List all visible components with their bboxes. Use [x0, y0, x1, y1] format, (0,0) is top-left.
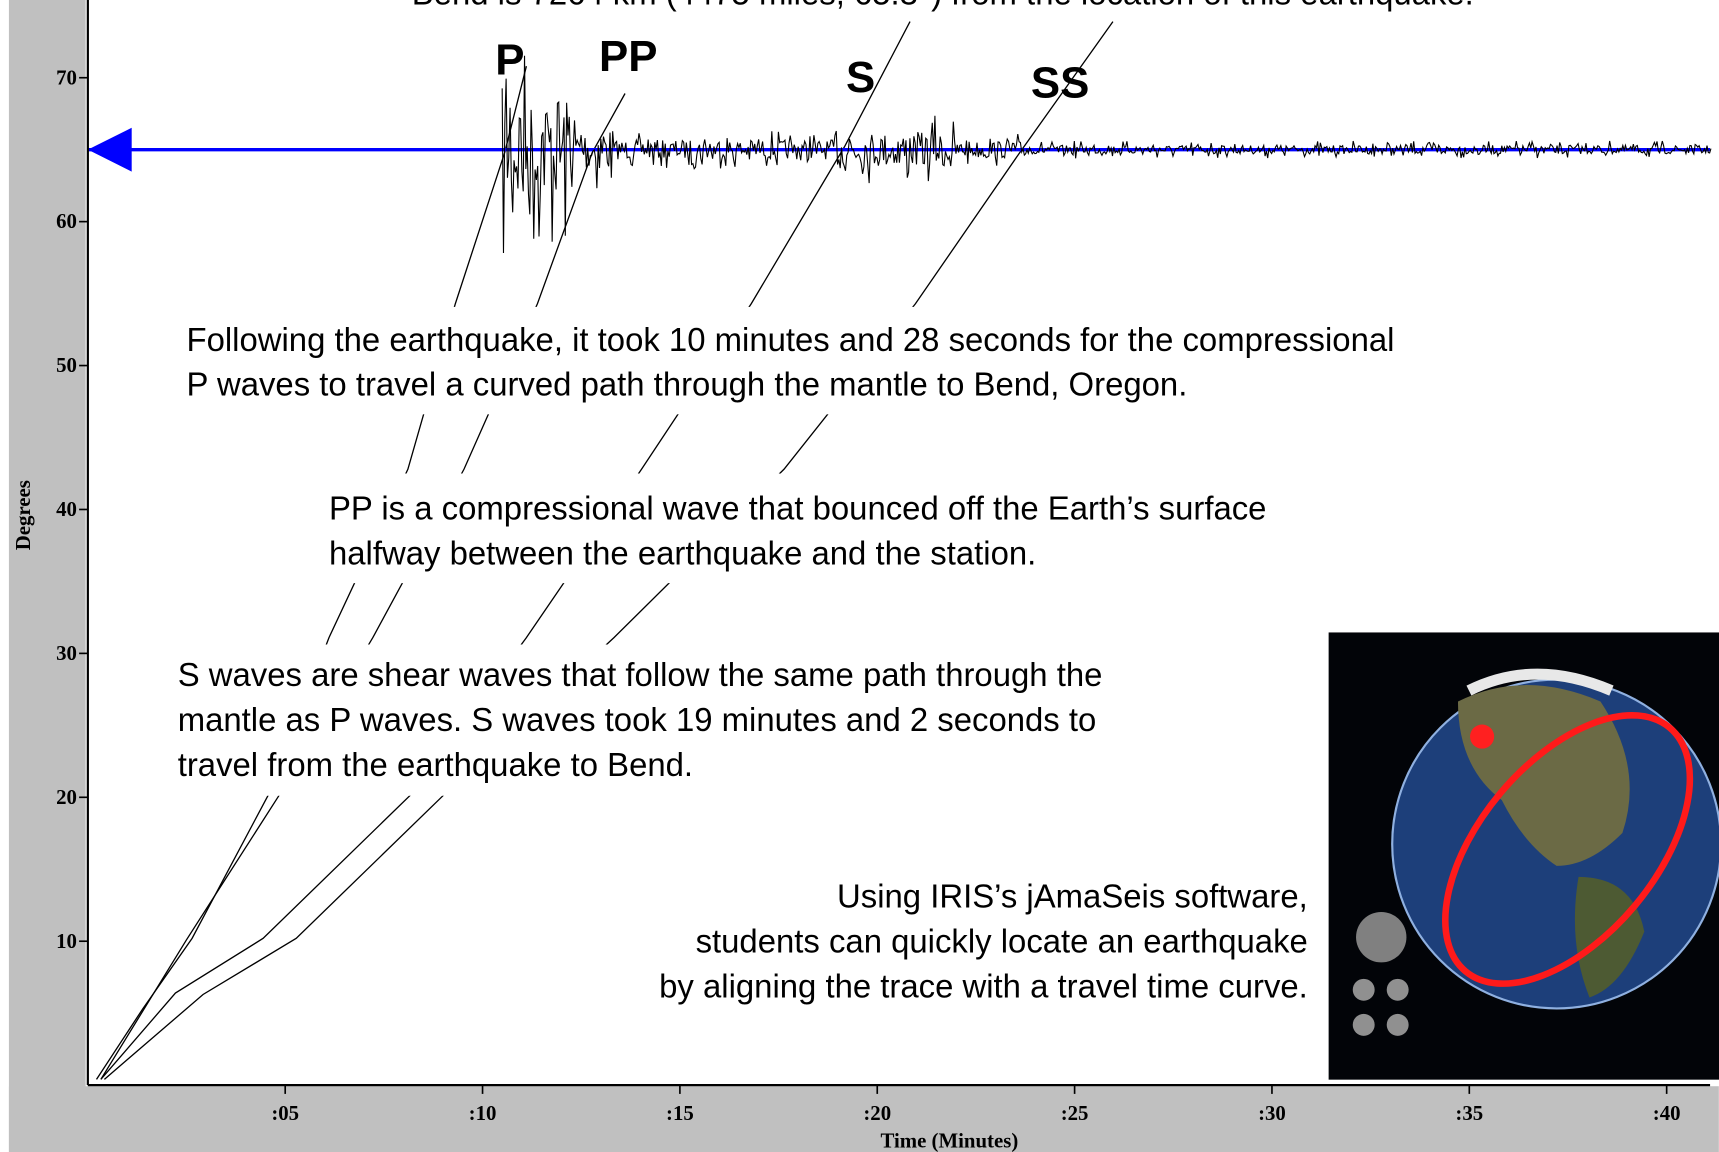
rotate-left: [1353, 1014, 1375, 1036]
phase-label: PP: [599, 32, 657, 81]
annotation: travel from the earthquake to Bend.: [178, 746, 693, 783]
page: {"chart_data": { "type": "line", "top_no…: [0, 0, 1719, 1152]
annotation: P waves to travel a curved path through …: [186, 366, 1187, 403]
annotation: mantle as P waves. S waves took 19 minut…: [178, 701, 1097, 738]
globe-inset: [1329, 632, 1719, 1079]
annotation: Using IRIS’s jAmaSeis software,: [837, 878, 1308, 915]
top-note: Bend is 7264 km (4475 miles, 65.3°) from…: [412, 0, 1474, 11]
rotate-right: [1387, 1014, 1409, 1036]
annotation: students can quickly locate an earthquak…: [696, 923, 1308, 960]
y-tick-label: 70: [56, 65, 77, 89]
axis-panel-left: [9, 0, 86, 1152]
annotation: Following the earthquake, it took 10 min…: [186, 321, 1394, 358]
zoom-in: [1387, 979, 1409, 1001]
y-tick-label: 40: [56, 497, 77, 521]
x-axis-label: Time (Minutes): [880, 1129, 1018, 1152]
zoom-out: [1353, 979, 1375, 1001]
y-axis-label: Degrees: [11, 480, 35, 550]
phase-label: SS: [1031, 59, 1089, 108]
x-tick-label: :10: [469, 1101, 497, 1125]
x-tick-label: :20: [863, 1101, 891, 1125]
y-tick-label: 50: [56, 353, 77, 377]
y-tick-label: 20: [56, 785, 77, 809]
x-tick-label: :35: [1455, 1101, 1483, 1125]
annotation: halfway between the earthquake and the s…: [329, 534, 1036, 571]
chart: Following the earthquake, it took 10 min…: [0, 0, 1719, 1152]
y-tick-label: 10: [56, 929, 77, 953]
nav-control: [1356, 912, 1406, 962]
annotation: S waves are shear waves that follow the …: [178, 656, 1103, 693]
x-tick-label: :40: [1653, 1101, 1681, 1125]
station-dot: [1470, 725, 1494, 749]
x-tick-label: :05: [271, 1101, 299, 1125]
x-tick-label: :25: [1061, 1101, 1089, 1125]
annotation: PP is a compressional wave that bounced …: [329, 490, 1266, 527]
x-tick-label: :30: [1258, 1101, 1286, 1125]
annotation: by aligning the trace with a travel time…: [659, 967, 1308, 1004]
y-tick-label: 30: [56, 641, 77, 665]
x-tick-label: :15: [666, 1101, 694, 1125]
phase-label: P: [495, 36, 524, 85]
phase-label: S: [846, 53, 875, 102]
y-tick-label: 60: [56, 209, 77, 233]
